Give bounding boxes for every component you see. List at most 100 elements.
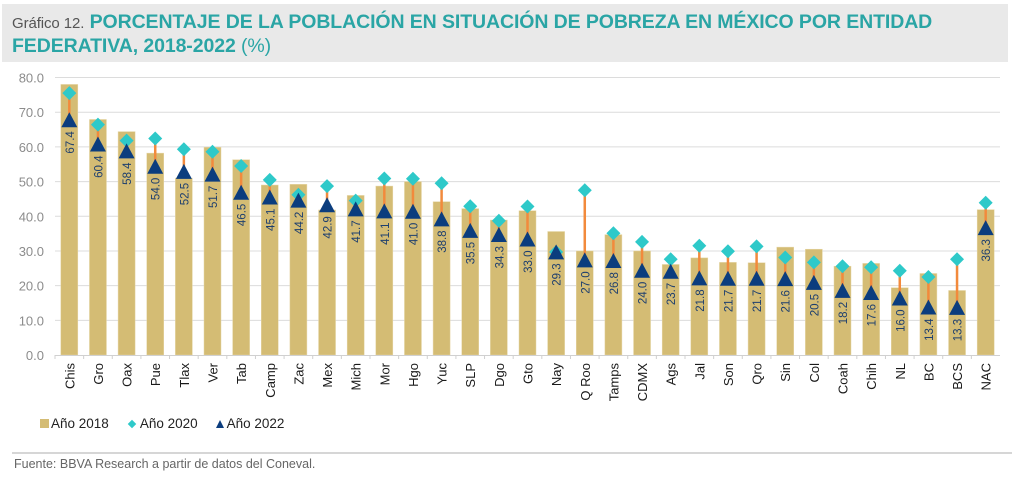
marker-2020 [692,238,707,253]
y-tick-label: 30.0 [19,244,44,259]
marker-2022 [347,201,364,217]
marker-2020 [577,183,592,198]
marker-2020 [205,144,220,159]
bar-2018 [289,184,308,356]
x-tick-label: BC [921,363,936,381]
data-label-2022: 54.0 [151,178,163,200]
data-label-2022: 38.8 [437,230,449,252]
x-tick-label: BCS [950,363,965,390]
chart-unit: (%) [241,35,272,57]
x-tick-label: Coah [836,363,851,394]
marker-2020 [835,259,850,274]
data-label-2022: 67.4 [65,131,77,154]
y-tick-label: 50.0 [19,175,44,190]
marker-2020 [405,171,420,186]
marker-2020 [320,179,335,194]
data-label-2022: 13.3 [953,319,965,341]
x-tick-label: Q Roo [578,363,593,401]
marker-2022 [920,299,937,315]
marker-2020 [778,250,793,265]
data-label-2022: 51.7 [208,186,220,208]
marker-2022 [691,270,708,286]
bar-swatch-icon [40,419,49,428]
data-label-2022: 36.3 [981,239,993,261]
marker-2020 [806,255,821,270]
legend-item-2018: Año 2018 [40,416,109,431]
marker-2020 [119,133,134,148]
legend-item-2022: Año 2022 [215,416,285,431]
legend-label-2018: Año 2018 [51,416,109,431]
legend-item-2020: Año 2020 [127,416,198,431]
data-label-2022: 41.7 [351,220,363,242]
marker-2020 [62,86,77,101]
marker-2020 [348,193,363,208]
markers-2022 [61,112,994,315]
marker-2022 [404,203,421,219]
marker-2022 [433,211,450,227]
chart-title: Gráfico 12. PORCENTAJE DE LA POBLACIÓN E… [12,11,1002,58]
marker-2020 [234,158,249,173]
x-tick-label: Yuc [435,363,450,385]
marker-2022 [977,220,994,236]
x-tick-label: SLP [463,363,478,388]
marker-2022 [777,271,794,287]
data-label-2022: 21.8 [695,289,707,311]
bar-2018 [346,195,365,356]
data-label-2022: 20.5 [809,294,821,316]
data-label-2022: 42.9 [323,216,335,238]
marker-2022 [175,163,192,179]
chart-title-text: PORCENTAJE DE LA POBLACIÓN EN SITUACIÓN … [12,11,933,57]
marker-2022 [605,253,622,269]
marker-2022 [949,299,966,315]
data-label-2022: 45.1 [265,209,277,231]
footer-divider [12,452,1012,454]
marker-2022 [576,252,593,268]
marker-2020 [148,131,163,146]
y-tick-label: 80.0 [19,71,44,86]
marker-2020 [892,263,907,278]
marker-2020 [749,239,764,254]
marker-2020 [434,176,449,191]
data-label-2022: 23.7 [666,283,678,305]
marker-2022 [891,290,908,306]
y-axis-ticks: 0.0 10.0 20.0 30.0 40.0 50.0 60.0 70.0 80.0 [19,71,44,364]
marker-2020 [663,252,678,267]
data-label-2022: 17.6 [867,304,879,326]
data-label-2022: 33.0 [523,251,535,273]
bars-2018 [60,84,995,356]
y-tick-label: 70.0 [19,105,44,120]
legend-label-2022: Año 2022 [226,416,285,431]
y-tick-label: 10.0 [19,313,44,328]
marker-2020 [520,199,535,214]
x-tick-label: NL [893,363,908,380]
chart-header: Gráfico 12. PORCENTAJE DE LA POBLACIÓN E… [2,4,1008,62]
marker-2020 [864,260,879,275]
marker-2022 [204,166,221,182]
x-tick-label: Gto [521,363,536,384]
marker-2022 [662,263,679,279]
bar-2018 [89,119,107,356]
data-label-2022: 41.0 [408,223,420,245]
marker-2022 [290,192,307,208]
x-tick-label: Oax [120,363,135,387]
y-tick-label: 40.0 [19,209,44,224]
data-label-2022: 24.0 [638,282,650,304]
data-label-2022: 21.6 [781,290,793,312]
marker-2022 [748,270,765,286]
marker-2022 [519,231,536,247]
marker-2022 [233,184,250,200]
chart-number: Gráfico 12. [12,15,85,32]
marker-2022 [863,284,880,300]
data-label-2022: 21.7 [752,290,764,312]
x-tick-label: Qro [750,363,765,385]
x-tick-label: Son [721,363,736,386]
x-tick-label: Chih [864,363,879,390]
x-tick-label: Tamps [606,363,621,402]
marker-2020 [176,142,191,157]
data-labels-2022: 67.4 60.4 58.4 54.0 52.5 51.7 46.5 45.1 44.2 42.9… [65,131,993,342]
x-tick-label: Camp [263,363,278,398]
marker-2022 [261,189,278,205]
marker-2022 [634,262,651,278]
marker-2020 [491,213,506,228]
marker-2020 [635,234,650,249]
